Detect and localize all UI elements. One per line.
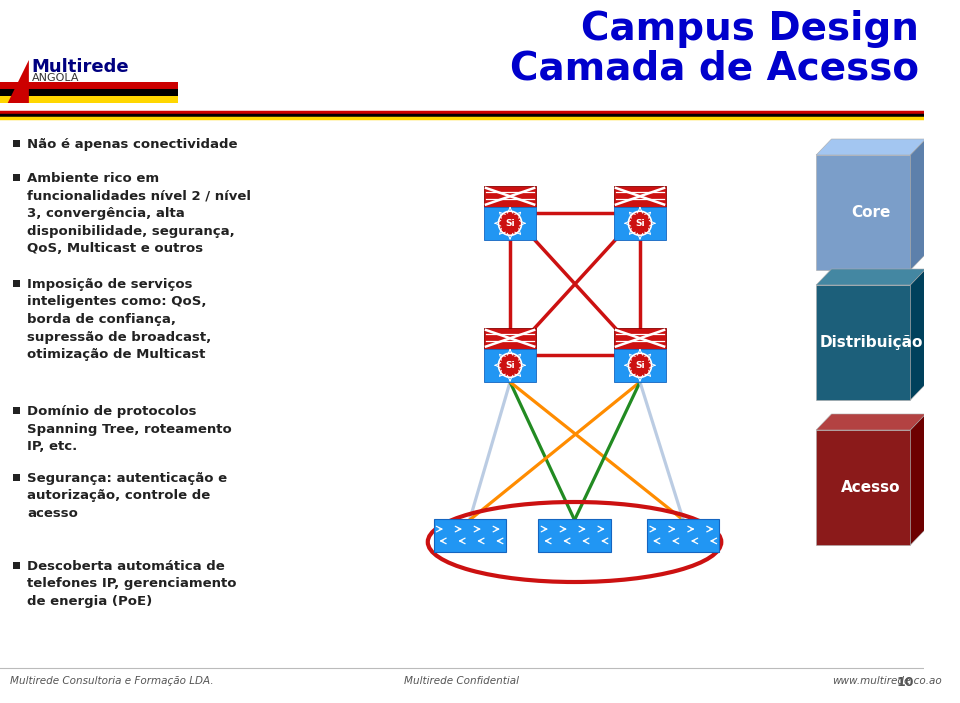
- FancyBboxPatch shape: [434, 519, 506, 551]
- Text: Si: Si: [505, 361, 515, 370]
- FancyBboxPatch shape: [614, 328, 666, 349]
- FancyBboxPatch shape: [0, 89, 178, 96]
- Polygon shape: [816, 139, 925, 155]
- FancyBboxPatch shape: [816, 285, 910, 400]
- FancyBboxPatch shape: [614, 349, 666, 382]
- FancyBboxPatch shape: [816, 430, 910, 545]
- Text: Acesso: Acesso: [841, 480, 900, 495]
- Text: www.multirede.co.ao: www.multirede.co.ao: [832, 676, 942, 686]
- FancyBboxPatch shape: [13, 407, 20, 414]
- Text: Camada de Acesso: Camada de Acesso: [510, 50, 919, 88]
- FancyBboxPatch shape: [484, 186, 536, 207]
- Polygon shape: [8, 60, 29, 103]
- FancyBboxPatch shape: [0, 96, 178, 103]
- FancyBboxPatch shape: [484, 349, 536, 382]
- FancyBboxPatch shape: [13, 562, 20, 569]
- Text: Multirede: Multirede: [32, 58, 130, 76]
- Polygon shape: [910, 414, 925, 545]
- FancyBboxPatch shape: [13, 280, 20, 287]
- Text: ANGOLA: ANGOLA: [32, 73, 80, 83]
- Circle shape: [498, 211, 521, 236]
- FancyBboxPatch shape: [539, 519, 611, 551]
- Polygon shape: [816, 414, 925, 430]
- Text: Core: Core: [852, 205, 891, 220]
- Text: Imposição de serviços
inteligentes como: QoS,
borda de confiança,
supressão de b: Imposição de serviços inteligentes como:…: [27, 278, 211, 361]
- Text: Si: Si: [505, 219, 515, 228]
- FancyBboxPatch shape: [0, 0, 924, 112]
- Text: Multirede Consultoria e Formação LDA.: Multirede Consultoria e Formação LDA.: [10, 676, 213, 686]
- FancyBboxPatch shape: [614, 186, 666, 207]
- FancyBboxPatch shape: [0, 82, 178, 89]
- FancyBboxPatch shape: [614, 207, 666, 240]
- Polygon shape: [816, 269, 925, 285]
- FancyBboxPatch shape: [647, 519, 719, 551]
- Polygon shape: [910, 269, 925, 400]
- Text: Domínio de protocolos
Spanning Tree, roteamento
IP, etc.: Domínio de protocolos Spanning Tree, rot…: [27, 405, 231, 453]
- FancyBboxPatch shape: [816, 155, 910, 270]
- Text: 10: 10: [897, 676, 914, 689]
- Text: Não é apenas conectividade: Não é apenas conectividade: [27, 138, 237, 151]
- FancyBboxPatch shape: [484, 328, 536, 349]
- Text: Campus Design: Campus Design: [581, 10, 919, 48]
- Text: Si: Si: [636, 361, 645, 370]
- FancyBboxPatch shape: [13, 174, 20, 181]
- Text: Descoberta automática de
telefones IP, gerenciamento
de energia (PoE): Descoberta automática de telefones IP, g…: [27, 560, 236, 608]
- FancyBboxPatch shape: [484, 207, 536, 240]
- FancyBboxPatch shape: [13, 140, 20, 147]
- Circle shape: [498, 353, 521, 378]
- Text: Multirede Confidential: Multirede Confidential: [404, 676, 519, 686]
- Text: Ambiente rico em
funcionalidades nível 2 / nível
3, convergência, alta
disponibi: Ambiente rico em funcionalidades nível 2…: [27, 172, 251, 255]
- FancyBboxPatch shape: [13, 474, 20, 481]
- Text: Distribuição: Distribuição: [819, 335, 923, 350]
- Circle shape: [629, 211, 652, 236]
- Polygon shape: [910, 139, 925, 270]
- Circle shape: [629, 353, 652, 378]
- Text: Si: Si: [636, 219, 645, 228]
- Text: Segurança: autenticação e
autorização, controle de
acesso: Segurança: autenticação e autorização, c…: [27, 472, 228, 520]
